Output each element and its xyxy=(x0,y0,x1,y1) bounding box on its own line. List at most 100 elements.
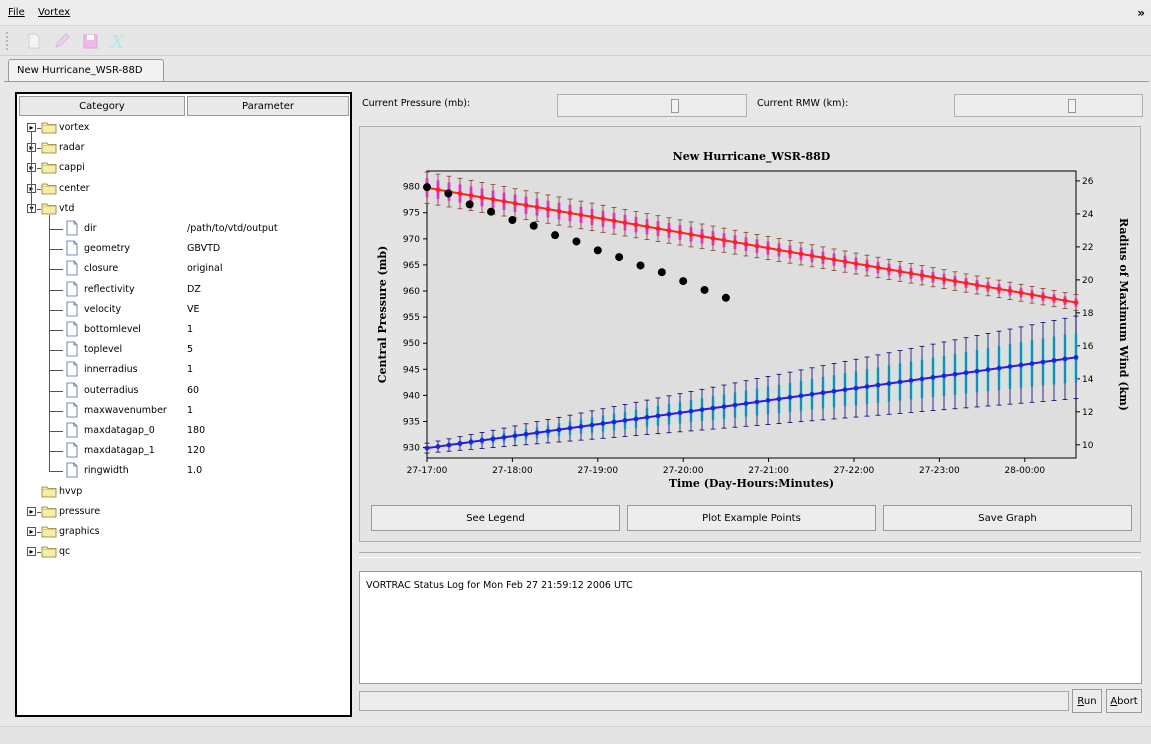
parameter-tree[interactable]: Category Parameter ▸ vortex ▸ radar ▸ cappi ▸ c… xyxy=(15,92,352,717)
menu-file[interactable]: File xyxy=(8,7,25,18)
param-value[interactable]: /path/to/vtd/output xyxy=(187,223,278,234)
tree-item-label: vtd xyxy=(59,202,75,214)
param-value[interactable]: 180 xyxy=(187,425,206,436)
param-name: bottomlevel xyxy=(84,324,141,335)
tree-param-row[interactable]: toplevel 5 xyxy=(17,340,347,360)
pressure-series-point xyxy=(622,220,628,226)
pressure-series-point xyxy=(787,249,793,255)
tree-param-row[interactable]: innerradius 1 xyxy=(17,360,347,380)
rmw-series-point xyxy=(732,402,738,408)
plot-example-points-button[interactable]: Plot Example Points xyxy=(627,505,876,531)
tree-connector-line xyxy=(49,451,63,453)
param-value[interactable]: 120 xyxy=(187,445,206,457)
rmw-series-point xyxy=(578,424,584,429)
save-graph-button[interactable]: Save Graph xyxy=(883,505,1132,531)
tree-item-label: vortex xyxy=(59,122,90,133)
example-point xyxy=(487,207,496,216)
tree-item-radar[interactable]: ▸ radar xyxy=(17,138,347,158)
expand-toggle-icon[interactable]: ▸ xyxy=(27,547,36,557)
tree-param-row[interactable]: maxdatagap_1 120 xyxy=(17,441,347,461)
y2-tick-label: 10 xyxy=(1082,441,1094,451)
pressure-series-point xyxy=(534,204,540,210)
rmw-series-point xyxy=(886,381,892,386)
tree-item-label: radar xyxy=(59,142,85,154)
rmw-series-point xyxy=(919,376,925,382)
tree-item-graphics[interactable]: ▸ graphics xyxy=(17,522,347,542)
x-tick-label: 27-23:00 xyxy=(919,466,960,476)
param-value[interactable]: 1 xyxy=(187,364,194,376)
tree-param-row[interactable]: maxdatagap_0 180 xyxy=(17,421,347,441)
tree-item-cappi[interactable]: ▸ cappi xyxy=(17,158,347,178)
menu-vortex[interactable]: Vortex xyxy=(38,7,70,18)
expand-toggle-icon[interactable]: ▸ xyxy=(27,123,36,132)
rmw-series-point xyxy=(534,430,540,436)
tree-item-qc[interactable]: ▸ qc xyxy=(17,542,347,562)
param-value[interactable]: 5 xyxy=(187,344,194,356)
folder-icon xyxy=(41,183,57,194)
tree-param-row[interactable]: bottomlevel 1 xyxy=(17,320,347,340)
pressure-slider-handle[interactable] xyxy=(671,99,679,113)
tree-param-row[interactable]: dir/path/to/vtd/output xyxy=(17,219,347,239)
pressure-series-point xyxy=(600,216,606,222)
column-header-parameter[interactable]: Parameter xyxy=(187,96,349,116)
run-mnemonic: R xyxy=(1077,696,1084,707)
tree-param-row[interactable]: ringwidth 1.0 xyxy=(17,461,347,481)
tree-item-vortex[interactable]: ▸ vortex xyxy=(17,118,347,138)
param-value[interactable]: 60 xyxy=(187,384,200,396)
expand-toggle-icon[interactable]: ▸ xyxy=(27,506,36,516)
menu-overflow-button[interactable]: » xyxy=(1137,6,1145,20)
tree-param-row[interactable]: reflectivity DZ xyxy=(17,280,347,300)
abort-button[interactable]: Abort xyxy=(1106,689,1142,713)
pressure-series-point xyxy=(765,245,771,251)
rmw-slider-handle[interactable] xyxy=(1068,99,1076,113)
folder-icon xyxy=(41,526,57,538)
edit-pencil-icon[interactable] xyxy=(52,31,72,51)
rmw-series-point xyxy=(985,367,991,373)
chart-title: New Hurricane_WSR-88D xyxy=(673,150,831,164)
tree-param-row[interactable]: closure original xyxy=(17,259,347,279)
tree-param-row[interactable]: maxwavenumber 1 xyxy=(17,401,347,421)
tree-item-pressure[interactable]: ▸ pressure xyxy=(17,502,347,522)
splitter-handle[interactable] xyxy=(359,552,1141,558)
y-tick-label: 930 xyxy=(403,444,420,454)
y2-axis-label: Radius of Maximum Wind (km) xyxy=(1117,218,1130,411)
pressure-series-point xyxy=(732,239,738,245)
tree-param-row[interactable]: outerradius 60 xyxy=(17,381,347,401)
abort-label: bort xyxy=(1117,696,1138,707)
toolbar-grip-handle[interactable] xyxy=(6,32,10,50)
param-value[interactable]: original xyxy=(187,263,223,275)
column-header-category[interactable]: Category xyxy=(19,96,185,116)
param-value[interactable]: 1 xyxy=(187,404,194,416)
tree-item-hvvp[interactable]: hvvp xyxy=(17,482,347,502)
run-button[interactable]: Run xyxy=(1072,689,1102,713)
param-value[interactable]: VE xyxy=(187,303,200,315)
tab-new-hurricane[interactable]: New Hurricane_WSR-88D xyxy=(8,59,164,82)
save-disk-icon[interactable] xyxy=(80,31,100,51)
param-value[interactable]: 1 xyxy=(187,324,194,335)
status-log[interactable]: VORTRAC Status Log for Mon Feb 27 21:59:… xyxy=(359,571,1142,684)
pressure-series-point xyxy=(556,208,562,214)
rmw-series-point xyxy=(875,382,881,388)
param-value[interactable]: DZ xyxy=(187,283,201,295)
tree-item-vtd[interactable]: ▾ vtd xyxy=(17,199,347,219)
new-document-icon[interactable] xyxy=(24,31,44,51)
tree-param-row[interactable]: velocity VE xyxy=(17,300,347,320)
see-legend-button[interactable]: See Legend xyxy=(371,505,620,531)
pressure-series-point xyxy=(908,270,914,276)
rmw-series-point xyxy=(864,384,870,389)
param-value[interactable]: 1.0 xyxy=(187,465,203,477)
tree-connector-line xyxy=(49,431,63,432)
pressure-series-point xyxy=(853,261,859,266)
pressure-rmw-chart[interactable]: New Hurricane_WSR-88D 930 935 940 945 950 955 9… xyxy=(360,127,1142,502)
expand-toggle-icon[interactable]: ▸ xyxy=(27,527,36,536)
rmw-series-point xyxy=(930,374,936,380)
y-tick-label: 965 xyxy=(403,261,420,271)
tree-connector-line xyxy=(37,208,41,210)
param-value[interactable]: GBVTD xyxy=(187,243,221,255)
tree-param-row[interactable]: geometry GBVTD xyxy=(17,239,347,259)
pressure-series-point xyxy=(699,233,705,239)
pressure-series-point xyxy=(798,251,804,257)
tree-item-center[interactable]: ▸ center xyxy=(17,179,347,199)
pressure-series-point xyxy=(633,222,639,228)
clear-x-icon[interactable]: X xyxy=(108,31,128,51)
